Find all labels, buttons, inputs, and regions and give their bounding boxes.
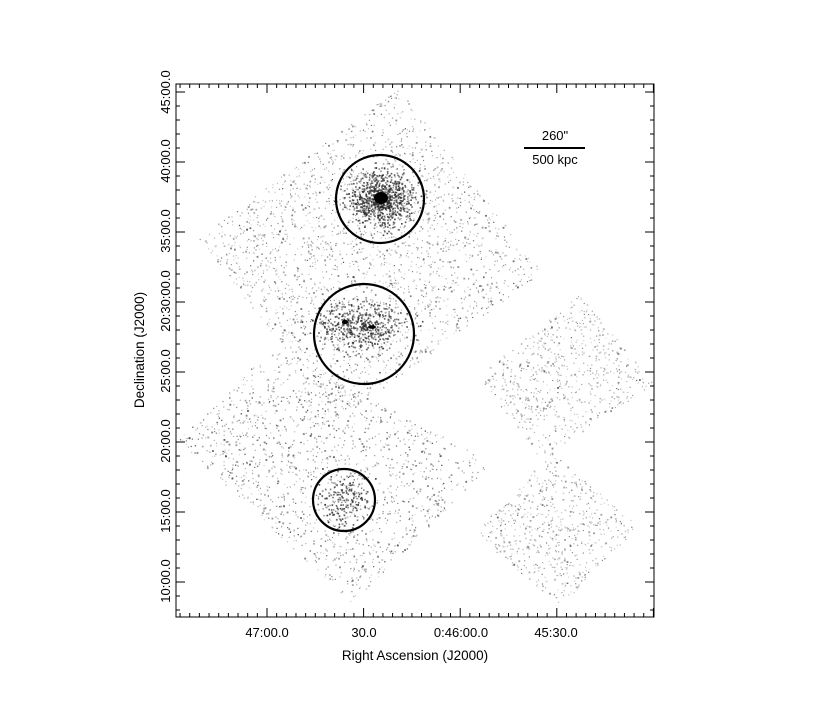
emission-central	[293, 294, 424, 374]
y-tick-label: 20:30:00.0	[158, 270, 173, 331]
field-north	[199, 90, 538, 419]
central-core-east	[368, 325, 376, 329]
y-tick-label: 15:00.0	[158, 489, 173, 532]
region-circle-south	[311, 467, 377, 533]
scale-bar-bottom-label: 500 kpc	[532, 152, 578, 167]
x-tick-label: 45:30.0	[534, 625, 577, 640]
central-core-west	[342, 319, 348, 325]
region-circle-central	[312, 282, 416, 386]
y-tick-label: 35:00.0	[158, 209, 173, 252]
y-tick-label: 45:00.0	[158, 70, 173, 113]
y-tick-label: 40:00.0	[158, 139, 173, 182]
scale-bar-top-label: 260"	[542, 128, 569, 143]
y-tick-label: 10:00.0	[158, 559, 173, 602]
field-east-upper	[484, 296, 653, 455]
x-axis-label: Right Ascension (J2000)	[342, 648, 488, 663]
north-core	[374, 192, 388, 204]
x-tick-label: 47:00.0	[245, 625, 288, 640]
region-circle-north	[334, 153, 426, 245]
field-east-lower	[480, 452, 634, 603]
x-tick-label: 0:46:00.0	[434, 625, 488, 640]
y-tick-label: 20:00.0	[158, 419, 173, 462]
field-south	[179, 353, 485, 602]
x-tick-label: 30.0	[351, 625, 376, 640]
scale-bar: 260" 500 kpc	[524, 128, 585, 167]
y-tick-labels: 45:00.0 40:00.0 35:00.0 20:30:00.0 25:00…	[158, 70, 173, 602]
cluster-emission	[293, 130, 428, 534]
y-tick-label: 25:00.0	[158, 349, 173, 392]
emission-south	[315, 455, 377, 534]
observation-fields	[179, 90, 653, 603]
emission-north	[334, 130, 428, 244]
y-axis-label: Declination (J2000)	[132, 292, 147, 408]
axis-ticks	[176, 84, 654, 617]
x-tick-labels: 47:00.0 30.0 0:46:00.0 45:30.0	[245, 625, 577, 640]
plot-frame	[175, 83, 655, 618]
